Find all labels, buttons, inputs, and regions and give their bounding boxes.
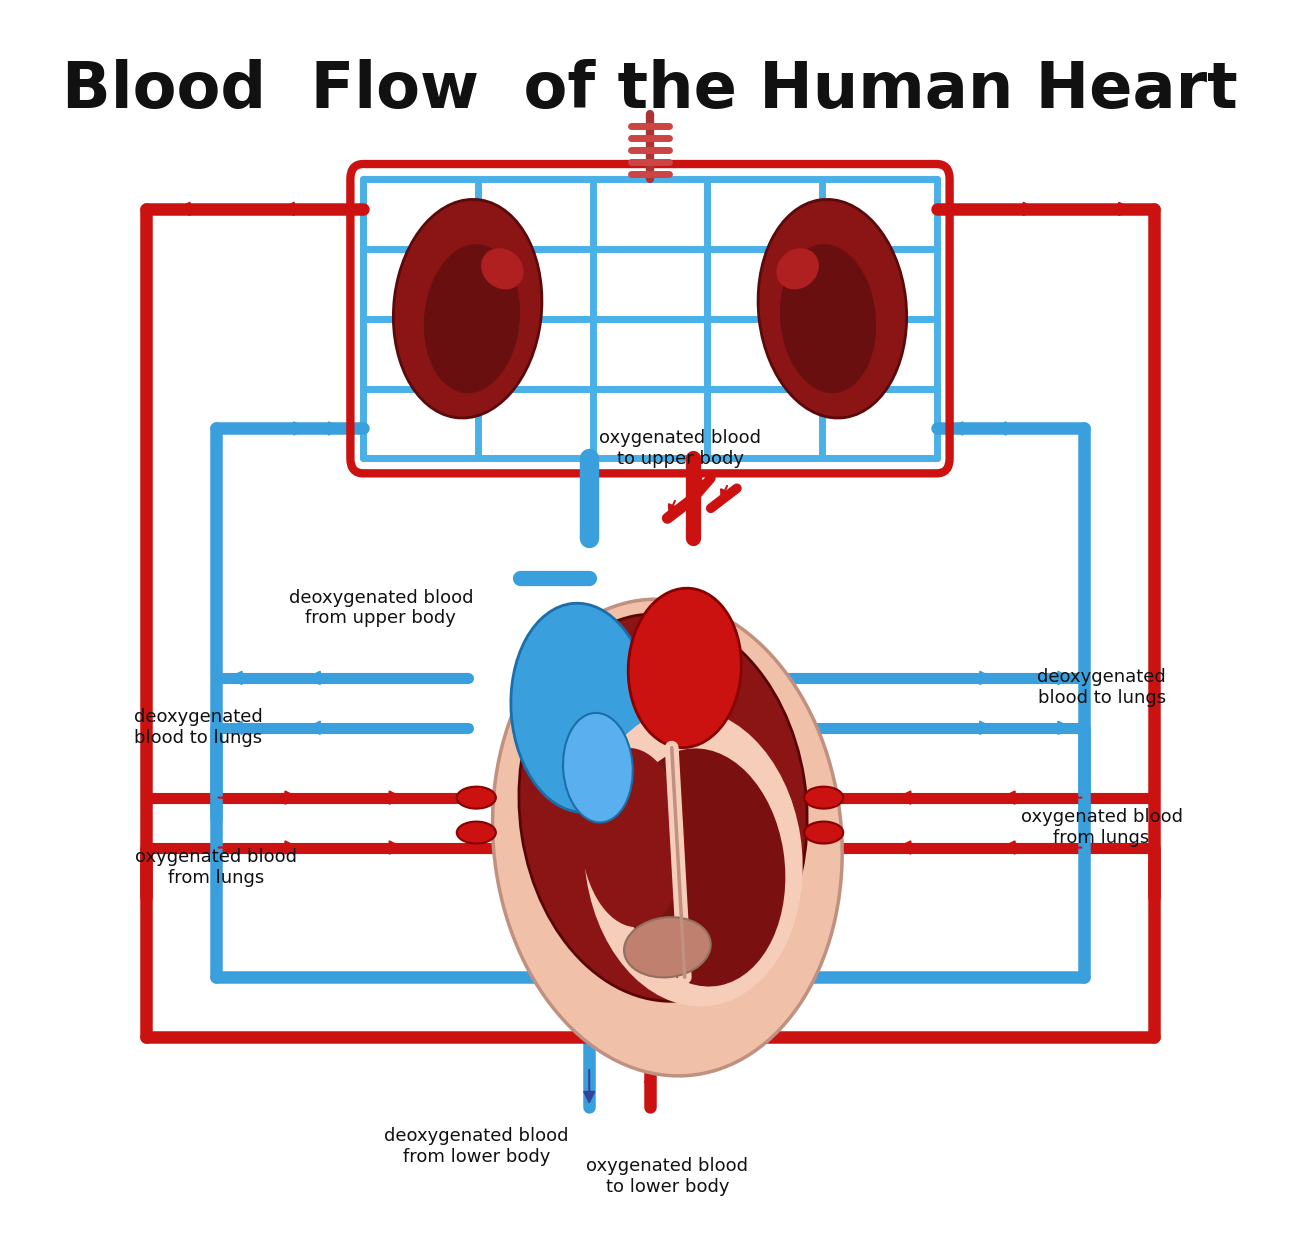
Ellipse shape (628, 589, 741, 747)
Text: deoxygenated blood
from upper body: deoxygenated blood from upper body (289, 589, 473, 628)
Ellipse shape (758, 199, 906, 418)
Ellipse shape (624, 917, 711, 977)
Ellipse shape (584, 708, 802, 1006)
Ellipse shape (805, 821, 844, 844)
Ellipse shape (776, 248, 819, 289)
Ellipse shape (481, 248, 524, 289)
Ellipse shape (493, 599, 842, 1076)
Text: deoxygenated blood
from lower body: deoxygenated blood from lower body (384, 1127, 568, 1166)
Ellipse shape (394, 199, 542, 418)
Text: oxygenated blood
from lungs: oxygenated blood from lungs (1020, 808, 1183, 847)
Ellipse shape (580, 749, 685, 927)
Ellipse shape (780, 244, 876, 394)
Ellipse shape (456, 786, 495, 809)
Ellipse shape (519, 614, 807, 1001)
Ellipse shape (511, 604, 650, 813)
Text: oxygenated blood
from lungs: oxygenated blood from lungs (135, 848, 296, 887)
Text: deoxygenated
blood to lungs: deoxygenated blood to lungs (1037, 668, 1166, 707)
Text: oxygenated blood
to lower body: oxygenated blood to lower body (586, 1157, 749, 1196)
Ellipse shape (619, 749, 785, 986)
Text: oxygenated blood
to upper body: oxygenated blood to upper body (599, 429, 762, 468)
Ellipse shape (424, 244, 520, 394)
Text: deoxygenated
blood to lungs: deoxygenated blood to lungs (134, 708, 263, 747)
Ellipse shape (456, 821, 495, 844)
Ellipse shape (563, 713, 633, 823)
Ellipse shape (805, 786, 844, 809)
Text: Blood  Flow  of the Human Heart: Blood Flow of the Human Heart (62, 59, 1238, 121)
